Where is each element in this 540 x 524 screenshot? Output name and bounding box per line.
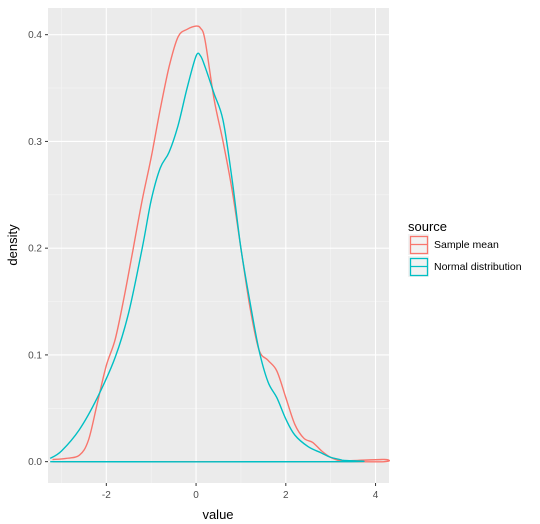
y-axis: 0.0 0.1 0.2 0.3 0.4 <box>28 30 48 468</box>
series-lines <box>49 25 390 463</box>
x-tick-label: 2 <box>283 490 289 501</box>
series-line-sample-mean <box>52 25 390 463</box>
x-axis-title: value <box>202 507 233 522</box>
legend: source Sample mean Normal distribution <box>408 219 522 277</box>
plot-panel <box>48 8 389 483</box>
y-tick-label: 0.0 <box>28 457 42 468</box>
y-tick-label: 0.4 <box>28 30 42 41</box>
legend-label-normal-distribution: Normal distribution <box>434 261 522 273</box>
legend-key-border-normal-distribution <box>409 257 429 277</box>
y-tick-label: 0.3 <box>28 137 42 148</box>
x-axis: -2 0 2 4 <box>102 483 379 501</box>
y-tick-label: 0.1 <box>28 350 42 361</box>
x-tick-label: 4 <box>373 490 379 501</box>
legend-label-sample-mean: Sample mean <box>434 239 499 251</box>
x-tick-label: -2 <box>102 490 111 501</box>
grid-minor <box>48 8 389 483</box>
y-axis-title: density <box>5 224 20 266</box>
legend-title: source <box>408 219 447 234</box>
y-tick-label: 0.2 <box>28 244 42 255</box>
series-line-normal-distribution <box>49 52 365 463</box>
x-tick-label: 0 <box>193 490 199 501</box>
legend-key-border-sample-mean <box>409 235 429 255</box>
